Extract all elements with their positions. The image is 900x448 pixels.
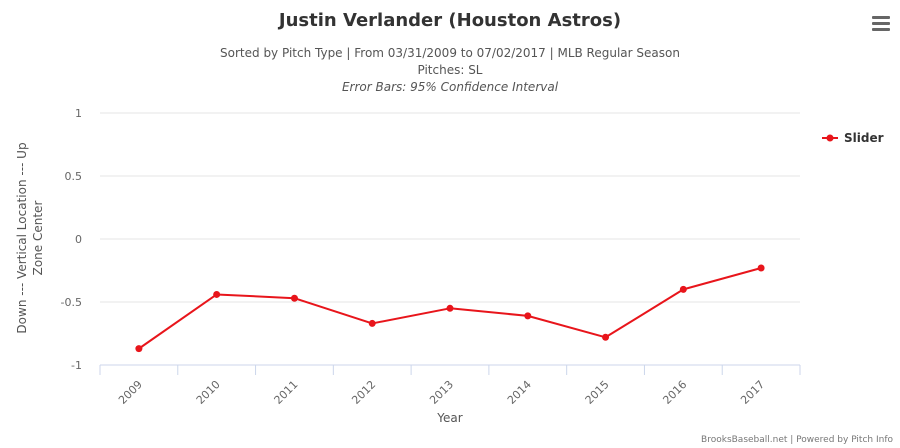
menu-bar-top — [872, 16, 890, 19]
data-point[interactable] — [446, 304, 454, 312]
data-point[interactable] — [213, 290, 221, 298]
grid-lines — [100, 112, 800, 303]
y-tick-label: -1 — [71, 359, 82, 372]
x-axis-title: Year — [436, 411, 462, 425]
y-tick-label: 0 — [75, 233, 82, 246]
legend-item-slider[interactable]: Slider — [844, 131, 884, 145]
x-tick-label: 2016 — [660, 378, 689, 407]
y-axis-tick-labels: 1 0.5 0 -0.5 -1 — [61, 107, 82, 372]
x-tick-label: 2009 — [116, 378, 145, 407]
data-point[interactable] — [679, 285, 687, 293]
y-tick-label: 0.5 — [65, 170, 83, 183]
x-tick-label: 2017 — [738, 378, 767, 407]
data-point[interactable] — [602, 333, 610, 341]
x-tick-label: 2012 — [349, 378, 378, 407]
menu-bar-bottom — [872, 28, 890, 31]
chart-subtitle-line-2: Pitches: SL — [417, 63, 482, 77]
chart-subtitle-line-3: Error Bars: 95% Confidence Interval — [342, 80, 559, 94]
x-tick-label: 2014 — [505, 378, 534, 407]
x-axis-ticks — [99, 365, 801, 375]
legend[interactable]: Slider — [822, 131, 884, 145]
data-point[interactable] — [290, 294, 298, 302]
menu-bar-middle — [872, 22, 890, 25]
x-tick-label: 2015 — [583, 378, 612, 407]
y-axis-title-line-2: Zone Center — [31, 201, 45, 276]
series-group — [135, 264, 765, 353]
data-point[interactable] — [757, 264, 765, 272]
y-tick-label: 1 — [75, 107, 82, 120]
legend-series-marker — [826, 134, 834, 142]
data-point[interactable] — [368, 319, 376, 327]
hamburger-menu-icon[interactable] — [866, 10, 896, 38]
chart-subtitle-line-1: Sorted by Pitch Type | From 03/31/2009 t… — [220, 46, 680, 60]
y-axis-title-line-1: Down --- Vertical Location --- Up — [15, 142, 29, 333]
x-tick-label: 2010 — [194, 378, 223, 407]
data-point[interactable] — [135, 345, 143, 353]
x-tick-label: 2013 — [427, 378, 456, 407]
y-tick-label: -0.5 — [61, 296, 82, 309]
chart-title: Justin Verlander (Houston Astros) — [277, 10, 621, 31]
data-point[interactable] — [524, 312, 532, 320]
x-axis-tick-labels: 2009 2010 2011 2012 2013 2014 2015 2016 2017 — [116, 378, 767, 407]
x-tick-label: 2011 — [272, 378, 301, 407]
credits-text[interactable]: BrooksBaseball.net | Powered by Pitch In… — [701, 435, 893, 445]
